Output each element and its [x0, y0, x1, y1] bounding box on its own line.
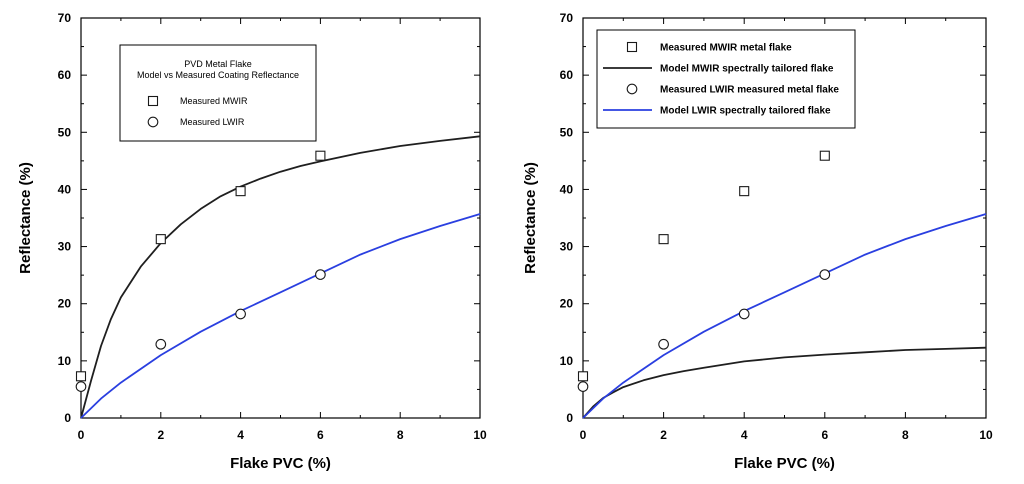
legend-entry-label: Model MWIR spectrally tailored flake — [660, 64, 834, 75]
legend-marker-circle — [626, 83, 638, 95]
legend-marker-square — [147, 95, 159, 107]
x-tick-label: 4 — [741, 428, 748, 442]
data-point-circle — [235, 308, 246, 320]
data-point-square — [577, 371, 589, 382]
series-line-2 — [582, 346, 987, 419]
chart-panel-1: 0 10 20 30 40 50 60 70 0 2 4 6 8 10 Flake PVC (%) Refle… — [17, 11, 487, 472]
x-tick-label: 0 — [580, 428, 587, 442]
x-tick-label: 4 — [237, 428, 244, 442]
y-tick-label: 10 — [58, 354, 72, 368]
y-tick-label: 40 — [560, 182, 574, 196]
legend-marker-square — [626, 41, 638, 53]
legend: Measured MWIR metal flake Model MWIR spec… — [596, 29, 856, 129]
y-axis-label: Reflectance (%) — [17, 162, 34, 274]
y-tick-label: 20 — [560, 297, 574, 311]
legend-entry-label: Measured LWIR measured metal flake — [660, 85, 839, 96]
chart-panel-2: 0 10 20 30 40 50 60 70 0 2 4 6 8 10 Flake PVC (%) Refle… — [522, 11, 993, 472]
x-tick-label: 2 — [157, 428, 164, 442]
data-point-square — [658, 234, 669, 245]
y-tick-label: 20 — [58, 297, 72, 311]
legend-marker-circle — [147, 116, 159, 128]
legend-entry-label: Measured MWIR — [180, 96, 248, 106]
x-tick-label: 6 — [821, 428, 828, 442]
data-point-circle — [819, 269, 831, 280]
data-point-square — [235, 186, 246, 197]
x-tick-label: 8 — [902, 428, 909, 442]
y-tick-label: 30 — [560, 240, 574, 254]
series-line-4 — [582, 213, 987, 419]
series-line-4 — [80, 213, 481, 419]
x-tick-label: 8 — [397, 428, 404, 442]
x-tick-label: 6 — [317, 428, 324, 442]
x-tick-label: 10 — [473, 428, 487, 442]
legend-title: PVD Metal Flake — [184, 59, 252, 69]
data-point-square — [819, 150, 830, 161]
series-group — [75, 135, 481, 419]
legend-title: Model vs Measured Coating Reflectance — [137, 70, 299, 80]
y-tick-label: 70 — [58, 11, 72, 25]
series-line-3 — [80, 135, 481, 419]
x-axis-label: Flake PVC (%) — [734, 455, 835, 472]
legend-entry-label: Model LWIR spectrally tailored flake — [660, 106, 831, 117]
y-tick-label: 50 — [560, 125, 574, 139]
y-tick-label: 70 — [560, 11, 574, 25]
x-tick-label: 2 — [660, 428, 667, 442]
x-axis-label: Flake PVC (%) — [230, 455, 331, 472]
legend-box — [596, 29, 856, 129]
data-point-circle — [738, 308, 750, 320]
y-tick-label: 50 — [58, 125, 72, 139]
y-tick-label: 10 — [560, 354, 574, 368]
data-point-circle — [658, 338, 669, 350]
data-point-square — [315, 150, 326, 161]
series-group — [577, 150, 987, 419]
y-axis-label: Reflectance (%) — [522, 162, 539, 274]
y-tick-label: 60 — [58, 68, 72, 82]
y-tick-label: 40 — [58, 182, 72, 196]
data-point-circle — [577, 381, 589, 392]
data-point-circle — [155, 338, 167, 350]
x-tick-label: 0 — [78, 428, 85, 442]
data-point-circle — [315, 269, 326, 280]
data-point-square — [75, 371, 87, 382]
y-tick-label: 30 — [58, 240, 72, 254]
data-point-square — [739, 186, 750, 197]
legend-entry-label: Measured LWIR — [180, 117, 245, 127]
x-tick-label: 10 — [979, 428, 993, 442]
y-tick-label: 0 — [566, 411, 573, 425]
y-tick-label: 60 — [560, 68, 574, 82]
data-point-square — [155, 234, 166, 245]
legend-entry-label: Measured MWIR metal flake — [660, 43, 792, 54]
y-tick-label: 0 — [64, 411, 71, 425]
data-point-circle — [75, 381, 87, 392]
